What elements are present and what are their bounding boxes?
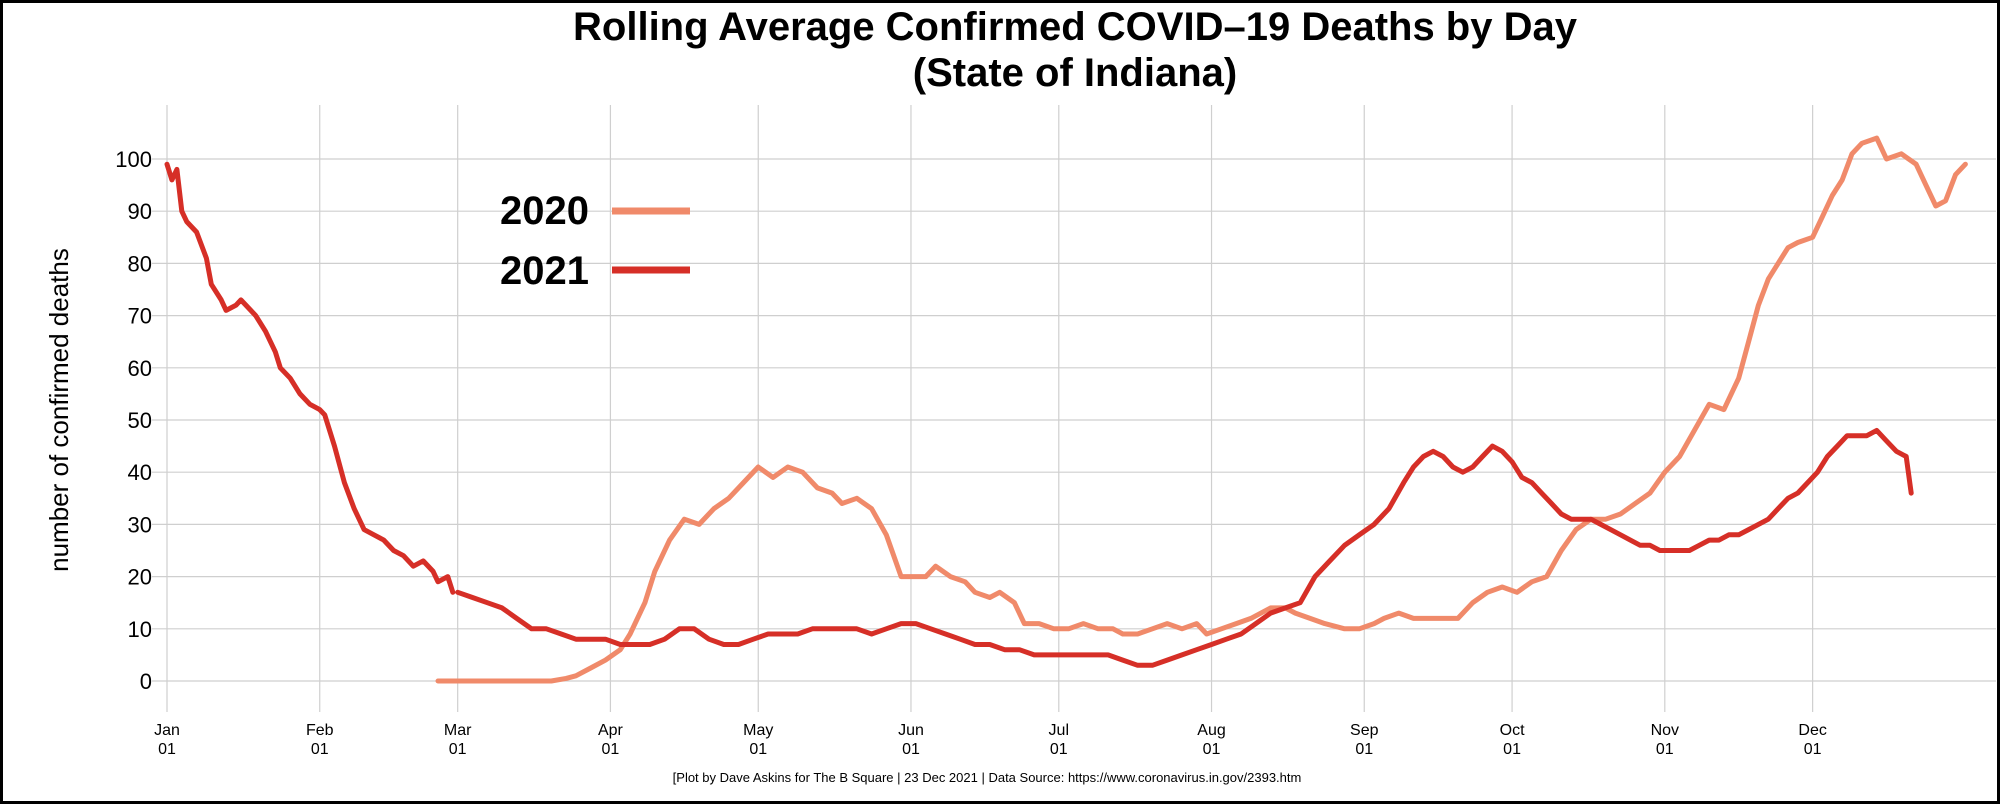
- source-caption: [Plot by Dave Askins for The B Square | …: [673, 770, 1302, 785]
- y-tick-label: 90: [128, 199, 152, 224]
- x-tick-date: 01: [1355, 741, 1373, 758]
- x-tick-month: Jun: [898, 722, 924, 739]
- x-tick-month: Oct: [1500, 722, 1525, 739]
- y-tick-label: 50: [128, 408, 152, 433]
- grid: [152, 105, 1996, 712]
- x-tick-month: Jul: [1049, 722, 1069, 739]
- x-tick-date: 01: [1503, 741, 1521, 758]
- x-tick-date: 01: [902, 741, 920, 758]
- y-axis-label: number of confirmed deaths: [44, 248, 74, 572]
- x-tick-date: 01: [449, 741, 467, 758]
- x-tick-date: 01: [158, 741, 176, 758]
- series-line-2020: [435, 135, 1968, 684]
- series-line-2021: [164, 161, 1914, 668]
- chart-title: Rolling Average Confirmed COVID–19 Death…: [573, 5, 1578, 49]
- x-tick-month: Aug: [1197, 722, 1225, 739]
- x-tick-date: 01: [1203, 741, 1221, 758]
- x-tick-date: 01: [1804, 741, 1822, 758]
- y-tick-label: 30: [128, 512, 152, 537]
- x-tick-month: Apr: [598, 722, 624, 739]
- x-tick-date: 01: [1050, 741, 1068, 758]
- y-tick-label: 20: [128, 565, 152, 590]
- x-tick-date: 01: [749, 741, 767, 758]
- y-axis-ticks: 0 10 20 30 40 50 60 70 80 90 100: [115, 147, 152, 694]
- x-tick-month: Jan: [154, 722, 180, 739]
- legend: 2020 2021: [500, 189, 690, 293]
- x-tick-date: 01: [311, 741, 329, 758]
- x-tick-month: May: [743, 722, 773, 739]
- y-tick-label: 0: [140, 669, 152, 694]
- legend-label-2021: 2021: [500, 249, 589, 293]
- y-tick-label: 100: [115, 147, 152, 172]
- legend-label-2020: 2020: [500, 189, 589, 233]
- series-lines: [164, 135, 1968, 684]
- y-tick-label: 10: [128, 617, 152, 642]
- x-tick-month: Dec: [1798, 722, 1826, 739]
- y-tick-label: 70: [128, 304, 152, 329]
- y-tick-label: 80: [128, 251, 152, 276]
- x-tick-month: Feb: [306, 722, 334, 739]
- x-tick-date: 01: [1656, 741, 1674, 758]
- y-tick-label: 60: [128, 356, 152, 381]
- x-tick-month: Nov: [1651, 722, 1679, 739]
- x-tick-month: Mar: [444, 722, 472, 739]
- chart-subtitle: (State of Indiana): [913, 51, 1237, 95]
- x-tick-date: 01: [602, 741, 620, 758]
- y-tick-label: 40: [128, 460, 152, 485]
- x-axis-ticks: Jan 01 Feb 01 Mar 01 Apr 01 May 01 Jun 01 Jul 01 Aug 01…: [154, 722, 1827, 758]
- x-tick-month: Sep: [1350, 722, 1379, 739]
